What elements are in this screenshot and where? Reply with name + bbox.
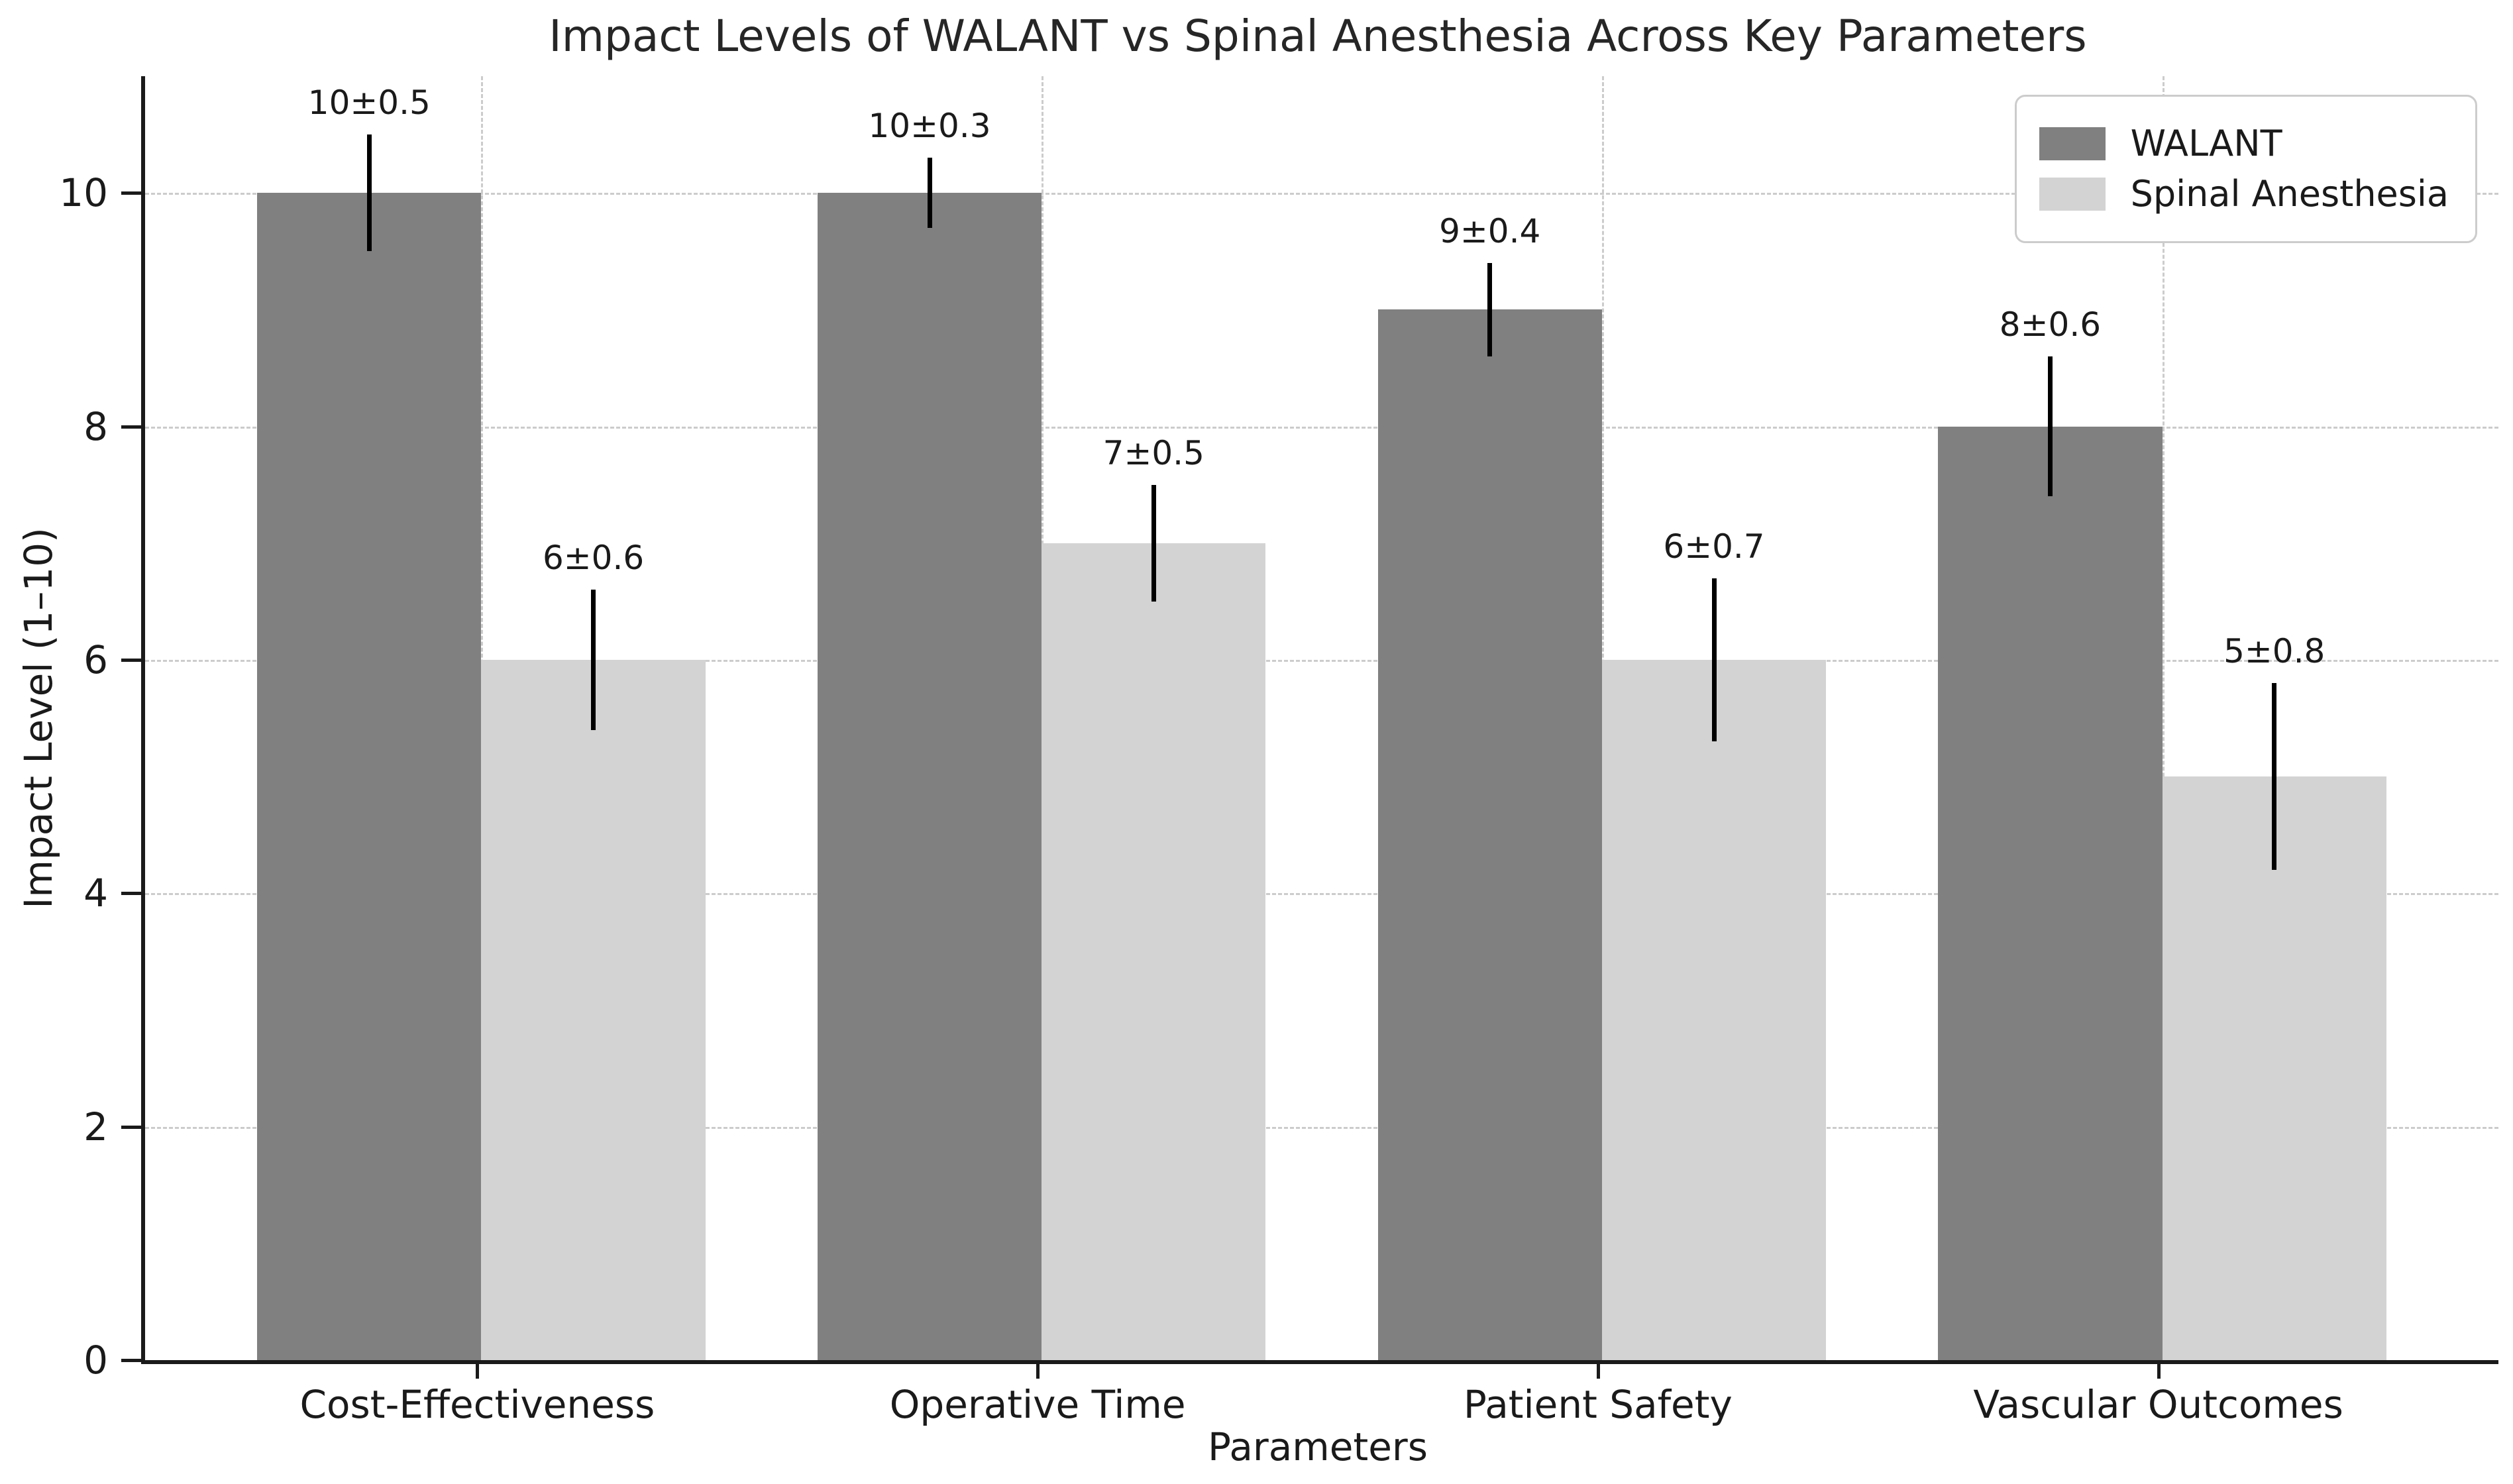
y-gridline <box>145 1126 2498 1129</box>
y-tick-label: 6 <box>83 637 108 682</box>
y-tick-mark <box>121 191 141 195</box>
legend-label-walant: WALANT <box>2130 123 2282 164</box>
bar-value-label: 10±0.3 <box>868 107 991 146</box>
bar-value-label: 6±0.7 <box>1663 527 1765 566</box>
spinal-anesthesia-bar <box>1042 543 1266 1360</box>
y-tick-mark <box>121 1359 141 1362</box>
plot-area: 10±0.5 10±0.3 9±0.4 8±0.6 6±0.6 7±0.5 6±0.7 5±0… <box>141 76 2498 1364</box>
spinal-color-swatch <box>2039 178 2106 211</box>
y-tick-mark <box>121 892 141 896</box>
x-tick-mark <box>476 1364 480 1379</box>
x-tick-label: Vascular Outcomes <box>1973 1382 2343 1427</box>
bar-value-label: 9±0.4 <box>1439 211 1541 250</box>
x-tick-label: Cost-Effectiveness <box>299 1382 655 1427</box>
y-gridline <box>145 659 2498 662</box>
error-bar <box>1711 578 1717 742</box>
y-tick-label: 10 <box>59 170 108 216</box>
x-tick-mark <box>1596 1364 1600 1379</box>
y-tick-label: 8 <box>83 403 108 449</box>
y-gridline <box>145 426 2498 429</box>
x-axis-label: Parameters <box>1208 1424 1428 1469</box>
error-bar <box>366 134 372 252</box>
x-tick-label: Patient Safety <box>1463 1382 1733 1427</box>
legend-label-spinal: Spinal Anesthesia <box>2130 173 2449 215</box>
x-tick-mark <box>2157 1364 2161 1379</box>
error-bar <box>2272 683 2277 871</box>
walant-bar <box>1938 426 2163 1360</box>
walant-bar <box>817 193 1042 1360</box>
x-tick-label: Operative Time <box>889 1382 1186 1427</box>
bar-value-label: 8±0.6 <box>1999 305 2102 344</box>
chart-title: Impact Levels of WALANT vs Spinal Anesth… <box>549 11 2087 62</box>
walant-bar <box>1377 309 1602 1360</box>
y-tick-label: 2 <box>83 1104 108 1149</box>
walant-bar <box>257 193 482 1360</box>
y-tick-mark <box>121 658 141 662</box>
y-tick-label: 4 <box>83 871 108 916</box>
y-tick-mark <box>121 425 141 429</box>
spinal-anesthesia-bar <box>2162 776 2386 1360</box>
error-bar <box>591 590 596 730</box>
spinal-anesthesia-bar <box>481 659 706 1360</box>
walant-color-swatch <box>2039 127 2106 160</box>
y-tick-mark <box>121 1125 141 1129</box>
error-bar <box>1151 484 1156 602</box>
y-gridline <box>145 893 2498 896</box>
error-bar <box>927 158 932 229</box>
legend-item-walant: WALANT <box>2039 123 2449 164</box>
bar-value-label: 10±0.5 <box>307 83 431 123</box>
legend: WALANT Spinal Anesthesia <box>2014 95 2477 243</box>
x-tick-mark <box>1036 1364 1040 1379</box>
bar-value-label: 5±0.8 <box>2223 632 2326 671</box>
y-axis-label: Impact Level (1–10) <box>16 527 61 909</box>
y-tick-label: 0 <box>83 1338 108 1383</box>
error-bar <box>2047 356 2053 497</box>
error-bar <box>1487 262 1493 356</box>
bar-value-label: 7±0.5 <box>1102 433 1204 472</box>
spinal-anesthesia-bar <box>1601 659 1827 1360</box>
y-gridline <box>145 193 2498 195</box>
bar-value-label: 6±0.6 <box>542 539 645 578</box>
x-gridline <box>2162 76 2165 1360</box>
legend-item-spinal: Spinal Anesthesia <box>2039 174 2449 215</box>
